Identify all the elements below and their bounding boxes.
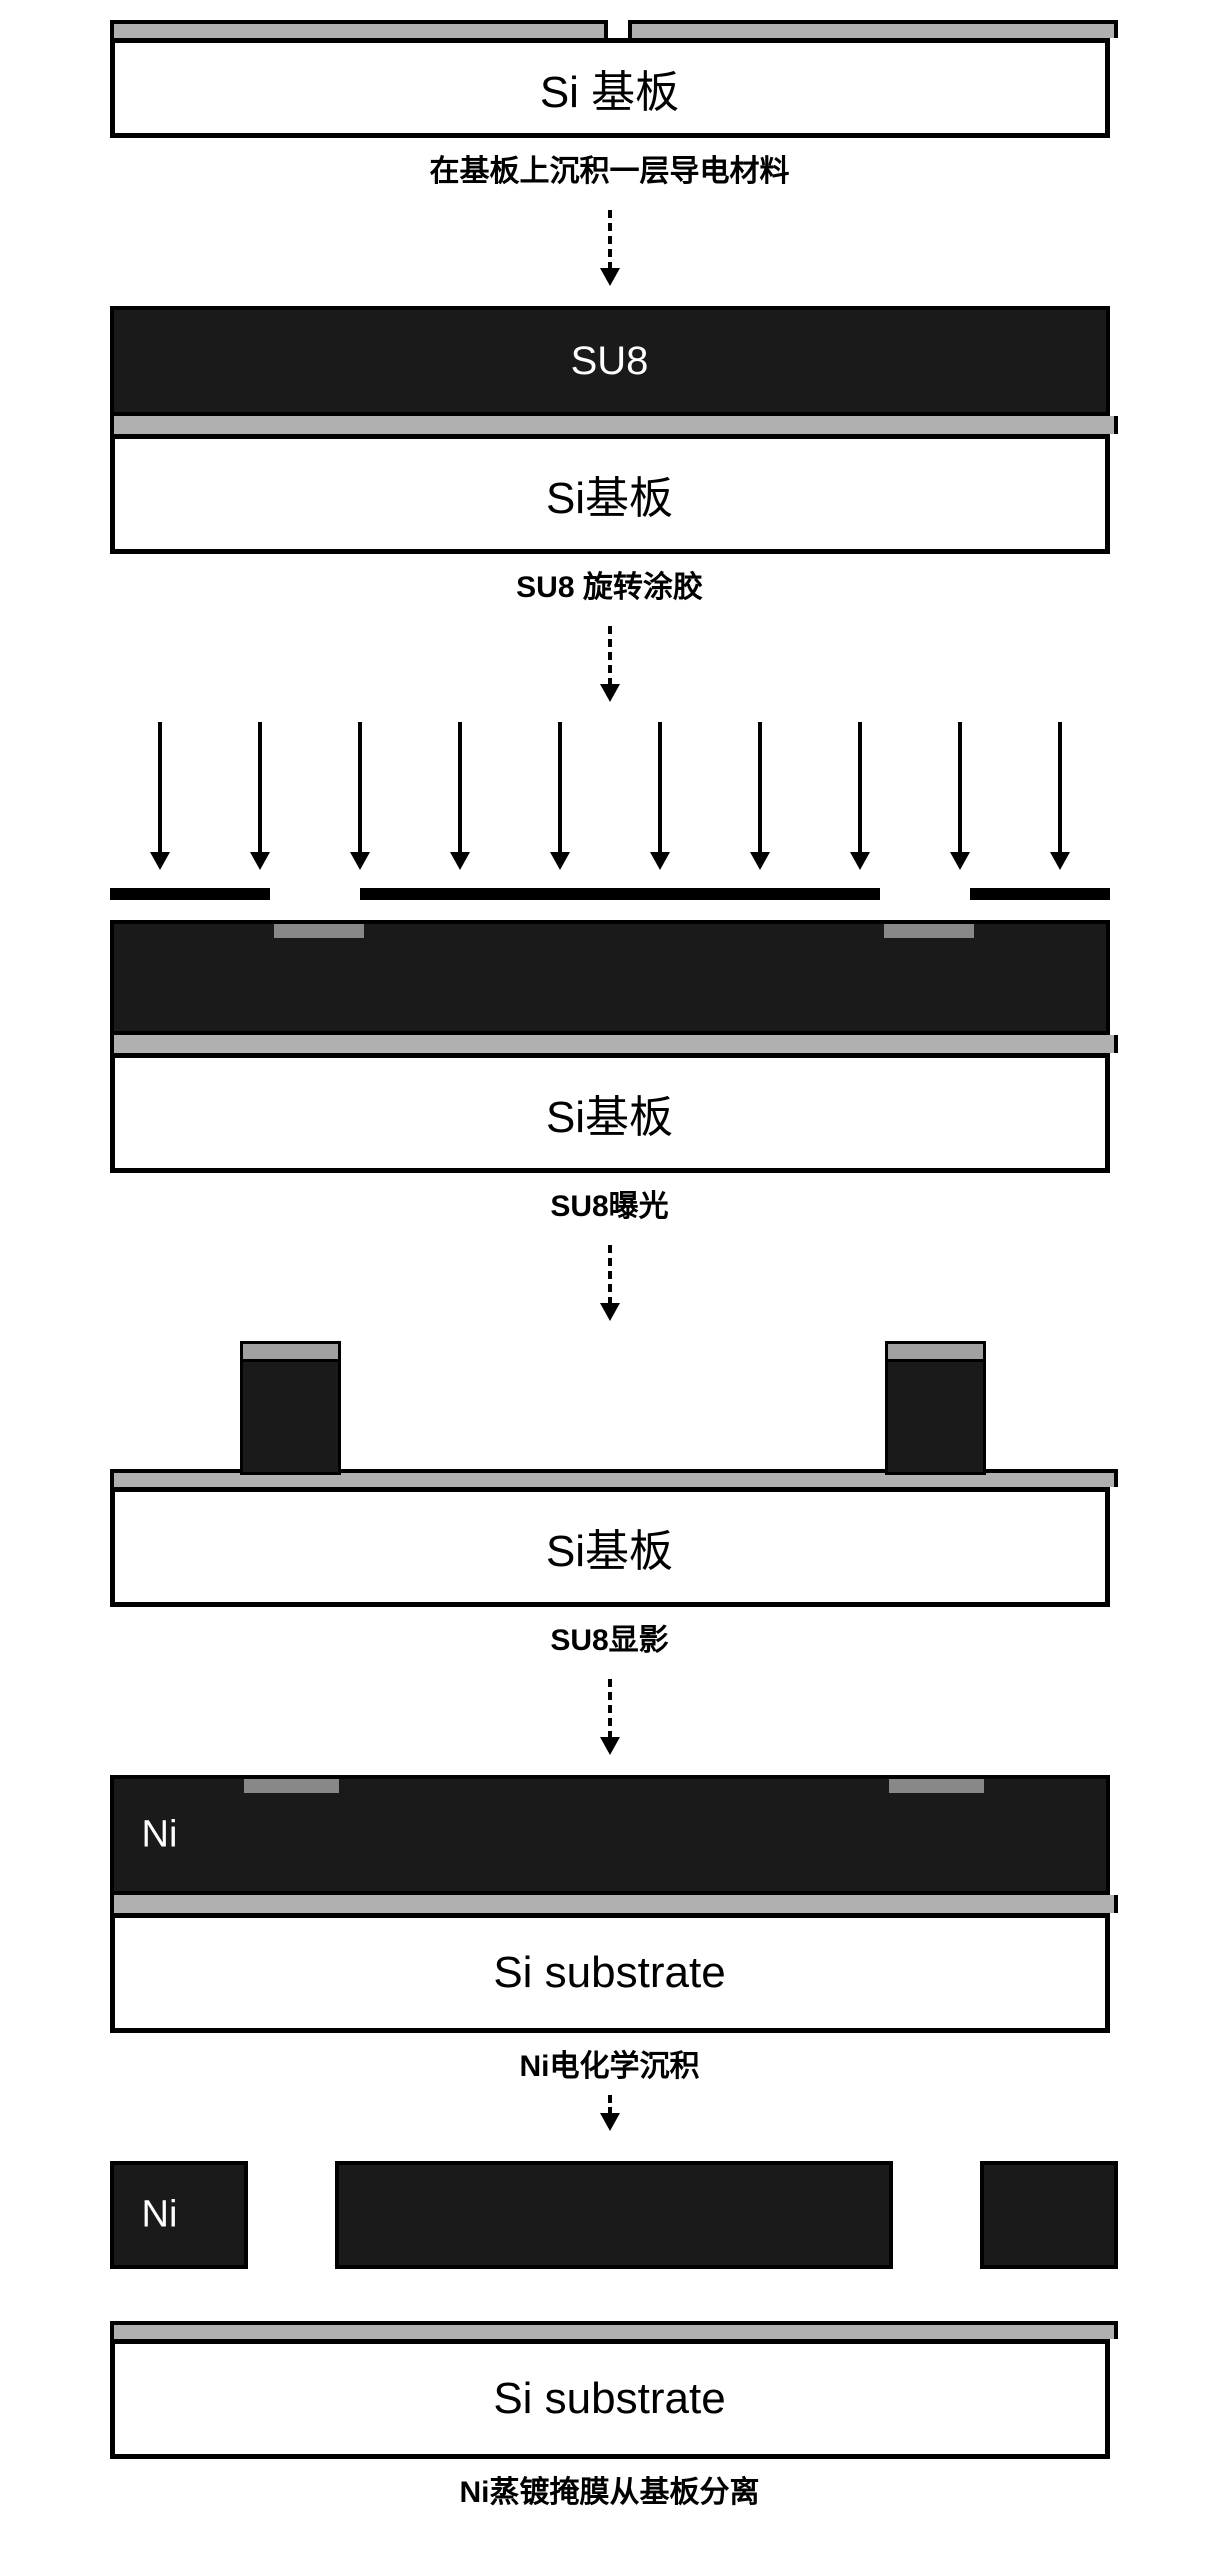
si-label: Si 基板 (540, 56, 679, 120)
step-5-caption: Ni电化学沉积 (520, 2041, 700, 2085)
si-substrate: Si substrate (110, 1913, 1110, 2033)
su8-pillar (240, 1359, 341, 1475)
uv-arrow-icon (650, 722, 670, 870)
ni-segment (980, 2161, 1118, 2269)
photomask (110, 888, 1110, 900)
si-label: Si基板 (546, 1515, 673, 1579)
uv-arrow-icon (1050, 722, 1070, 870)
exposed-region (884, 924, 974, 938)
si-substrate: Si 基板 (110, 38, 1110, 138)
arrow-shaft (608, 1679, 612, 1739)
uv-arrow-icon (250, 722, 270, 870)
step-6-caption: Ni蒸镀掩膜从基板分离 (460, 2467, 760, 2511)
mask-segment (360, 888, 880, 900)
mask-segment (110, 888, 270, 900)
uv-arrow-icon (350, 722, 370, 870)
arrow-head-icon (600, 684, 620, 702)
su8-label: SU8 (571, 339, 649, 384)
uv-arrow-icon (450, 722, 470, 870)
step-2-stack: SU8 Si基板 (110, 306, 1110, 554)
ni-segment (335, 2161, 893, 2269)
arrow-3 (20, 1245, 1199, 1321)
arrow-head-icon (600, 1303, 620, 1321)
arrow-head-icon (600, 1737, 620, 1755)
seed-layer (110, 20, 1118, 38)
uv-arrow-icon (750, 722, 770, 870)
step-3-su8-expose: Si基板 SU8曝光 (20, 722, 1199, 1225)
step-3-caption: SU8曝光 (550, 1181, 668, 1225)
arrow-shaft (608, 1245, 612, 1305)
embedded-region (244, 1779, 339, 1793)
step-2-su8-spin: SU8 Si基板 SU8 旋转涂胶 (20, 306, 1199, 606)
seed-layer (110, 2321, 1118, 2339)
step-1-caption: 在基板上沉积一层导电材料 (430, 146, 790, 190)
si-label: Si基板 (546, 462, 673, 526)
ni-label: Ni (142, 1814, 178, 1857)
step-5-ni-electroplate: Ni Si substrate Ni电化学沉积 (20, 1775, 1199, 2085)
arrow-5 (20, 2095, 1199, 2131)
seed-layer (110, 1035, 1118, 1053)
su8-layer-exposed (110, 920, 1110, 1035)
notch (604, 20, 632, 38)
step-4-caption: SU8显影 (550, 1615, 668, 1659)
embedded-region (889, 1779, 984, 1793)
su8-layer: SU8 (110, 306, 1110, 416)
arrow-1 (20, 210, 1199, 286)
step-2-caption: SU8 旋转涂胶 (516, 562, 703, 606)
si-substrate: Si基板 (110, 1053, 1110, 1173)
uv-arrow-icon (150, 722, 170, 870)
step-3-stack: Si基板 (110, 722, 1110, 1173)
step-4-stack: Si基板 (110, 1341, 1110, 1607)
uv-arrow-icon (850, 722, 870, 870)
si-substrate: Si基板 (110, 434, 1110, 554)
arrow-shaft (608, 626, 612, 686)
seed-layer (110, 416, 1118, 434)
ni-mask-separated: Ni (110, 2161, 1110, 2271)
step-1-deposit-seed: Si 基板 在基板上沉积一层导电材料 (20, 20, 1199, 190)
ni-label: Ni (142, 2194, 178, 2237)
si-substrate: Si基板 (110, 1487, 1110, 1607)
step-6-stack: Ni Si substrate (110, 2161, 1110, 2459)
arrow-4 (20, 1679, 1199, 1755)
uv-arrows-row (110, 722, 1110, 870)
si-label: Si substrate (493, 1948, 725, 1998)
step-4-su8-develop: Si基板 SU8显影 (20, 1341, 1199, 1659)
si-label: Si基板 (546, 1081, 673, 1145)
seed-layer (110, 1895, 1118, 1913)
si-label: Si substrate (493, 2374, 725, 2424)
arrow-head-icon (600, 2113, 620, 2131)
step-6-ni-liftoff: Ni Si substrate Ni蒸镀掩膜从基板分离 (20, 2161, 1199, 2511)
step-5-stack: Ni Si substrate (110, 1775, 1110, 2033)
ni-segment: Ni (110, 2161, 248, 2269)
uv-arrow-icon (950, 722, 970, 870)
arrow-2 (20, 626, 1199, 702)
arrow-shaft (608, 210, 612, 270)
uv-arrow-icon (550, 722, 570, 870)
pillar-row (110, 1341, 1110, 1469)
mask-segment (970, 888, 1110, 900)
arrow-head-icon (600, 268, 620, 286)
exposed-region (274, 924, 364, 938)
ni-layer: Ni (110, 1775, 1110, 1895)
si-substrate: Si substrate (110, 2339, 1110, 2459)
arrow-shaft (608, 2095, 612, 2115)
step-1-stack: Si 基板 (110, 20, 1110, 138)
su8-pillar (885, 1359, 986, 1475)
